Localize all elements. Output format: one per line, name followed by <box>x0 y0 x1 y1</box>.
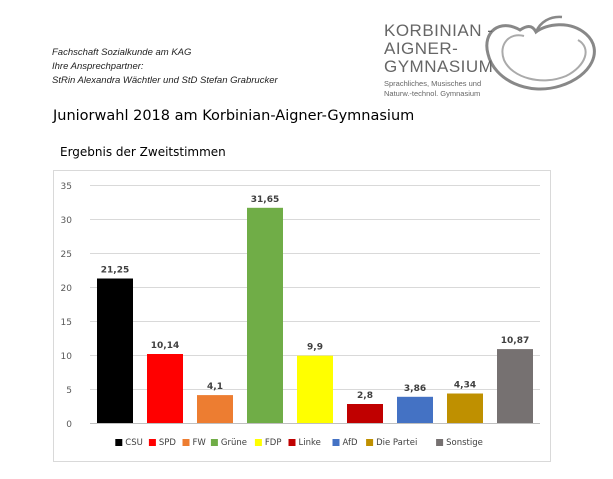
y-tick-label: 15 <box>61 318 72 328</box>
bar-die-partei <box>447 393 483 423</box>
header-line-3: StRin Alexandra Wächtler und StD Stefan … <box>52 75 278 86</box>
logo-subtitle: Sprachliches, Musisches und Naturw.-tech… <box>384 79 493 99</box>
data-label: 21,25 <box>101 266 129 276</box>
legend-label: Sonstige <box>446 438 483 448</box>
legend-swatch <box>254 439 262 446</box>
legend-label: CSU <box>125 438 143 448</box>
bar-sonstige <box>497 349 533 423</box>
legend-label: FW <box>193 438 207 448</box>
data-label: 31,65 <box>251 195 279 205</box>
legend-label: Linke <box>299 438 321 448</box>
legend-swatch <box>210 439 218 446</box>
school-logo: KORBINIAN - AIGNER- GYMNASIUM Sprachlich… <box>370 14 606 98</box>
logo-text: KORBINIAN - AIGNER- GYMNASIUM Sprachlich… <box>384 22 493 99</box>
legend-label: FDP <box>265 438 282 448</box>
legend-label: AfD <box>343 438 359 448</box>
y-tick-label: 25 <box>61 250 72 260</box>
y-tick-label: 20 <box>61 284 73 294</box>
logo-line-1: KORBINIAN - <box>384 21 494 40</box>
apple-logo-icon <box>485 15 596 91</box>
legend-swatch <box>148 439 156 446</box>
data-label: 9,9 <box>307 343 323 353</box>
bar-linke <box>347 404 383 423</box>
legend-label: SPD <box>159 438 177 448</box>
legend-swatch <box>182 439 190 446</box>
data-label: 10,87 <box>501 336 529 346</box>
legend-label: Die Partei <box>376 438 417 448</box>
y-tick-label: 30 <box>61 216 73 226</box>
bar-fw <box>197 395 233 423</box>
legend-swatch <box>332 439 340 446</box>
logo-line-2: AIGNER- <box>384 39 459 58</box>
header-line-1: Fachschaft Sozialkunde am KAG <box>52 47 192 58</box>
header-line-2: Ihre Ansprechpartner: <box>52 61 144 72</box>
bar-spd <box>147 354 183 423</box>
legend-swatch <box>115 439 123 446</box>
page-title: Juniorwahl 2018 am Korbinian-Aigner-Gymn… <box>53 108 415 124</box>
data-label: 3,86 <box>404 384 426 394</box>
data-label: 4,1 <box>207 382 223 392</box>
logo-sub-line-2: Naturw.-technol. Gymnasium <box>384 89 481 98</box>
bar-afd <box>397 396 433 423</box>
legend-swatch <box>366 439 374 446</box>
y-tick-label: 35 <box>61 182 72 192</box>
data-label: 10,14 <box>151 341 179 351</box>
bar-csu <box>97 278 133 423</box>
logo-sub-line-1: Sprachliches, Musisches und <box>384 79 482 88</box>
legend-swatch <box>436 439 444 446</box>
y-tick-label: 0 <box>66 420 72 430</box>
y-tick-label: 10 <box>61 352 73 362</box>
data-label: 4,34 <box>454 381 476 391</box>
bar-grüne <box>247 207 283 423</box>
logo-line-3: GYMNASIUM <box>384 57 494 76</box>
bar-fdp <box>297 355 333 423</box>
data-label: 2,8 <box>357 391 373 401</box>
y-tick-label: 5 <box>66 386 72 396</box>
legend-swatch <box>288 439 296 446</box>
header-text: Fachschaft Sozialkunde am KAG Ihre Anspr… <box>52 46 278 88</box>
chart-title: Ergebnis der Zweitstimmen <box>60 145 226 159</box>
legend-label: Grüne <box>221 438 247 448</box>
